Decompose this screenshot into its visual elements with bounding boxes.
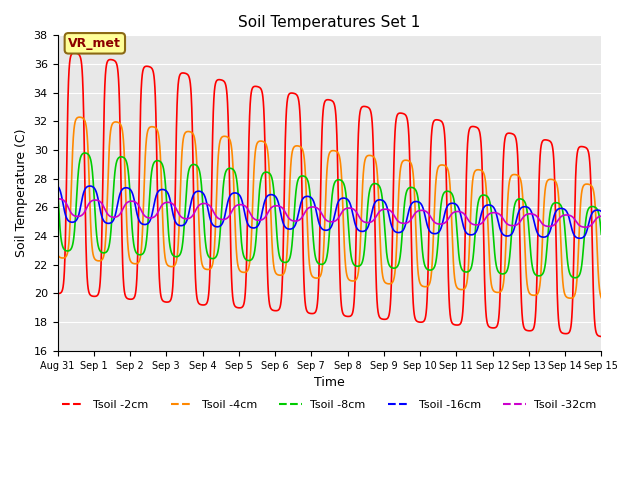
Title: Soil Temperatures Set 1: Soil Temperatures Set 1 bbox=[238, 15, 420, 30]
Legend: Tsoil -2cm, Tsoil -4cm, Tsoil -8cm, Tsoil -16cm, Tsoil -32cm: Tsoil -2cm, Tsoil -4cm, Tsoil -8cm, Tsoi… bbox=[58, 396, 601, 415]
Y-axis label: Soil Temperature (C): Soil Temperature (C) bbox=[15, 129, 28, 257]
X-axis label: Time: Time bbox=[314, 376, 345, 389]
Text: VR_met: VR_met bbox=[68, 37, 121, 50]
